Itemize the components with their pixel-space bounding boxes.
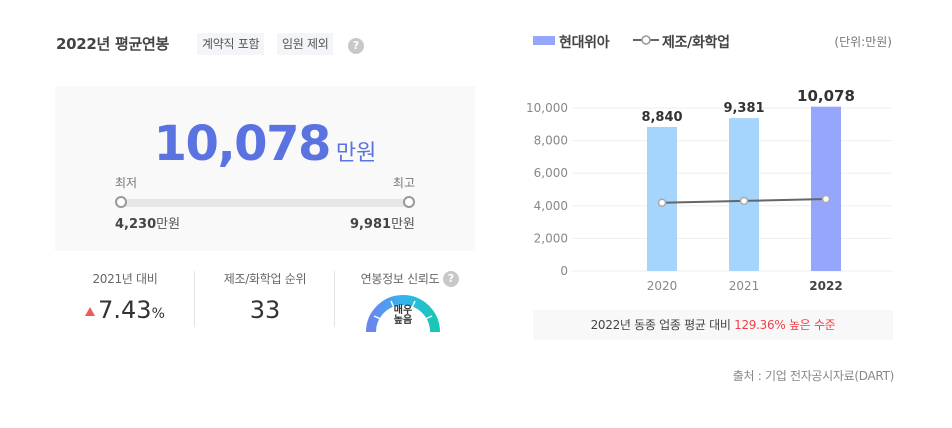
reliability-value-line1: 매우	[393, 305, 413, 316]
yoy-percent-sign: %	[151, 306, 165, 322]
reliability-label: 연봉정보 신뢰도	[360, 272, 440, 286]
summary-prefix: 2022년 동종 업종 평균 대비	[590, 318, 731, 332]
svg-text:4,000: 4,000	[534, 199, 568, 213]
min-label: 최저	[115, 176, 138, 190]
bar-2021	[729, 118, 759, 271]
rank-value: 33	[249, 296, 281, 324]
max-salary-unit: 만원	[391, 217, 415, 232]
unit-label: (단위:만원)	[834, 35, 892, 49]
svg-text:8,000: 8,000	[534, 134, 568, 148]
company-legend-swatch-icon	[533, 36, 555, 45]
reliability-value: 매우 높음	[380, 306, 426, 326]
page-title: 2022년 평균연봉	[56, 35, 169, 53]
svg-text:0: 0	[560, 264, 568, 278]
source-note: 출처 : 기업 전자공시자료(DART)	[732, 369, 895, 383]
svg-text:2022: 2022	[809, 279, 842, 293]
average-salary-unit: 만원	[335, 141, 377, 166]
legend-industry: 제조/화학업	[662, 35, 730, 51]
industry-legend-line-icon	[633, 35, 659, 45]
divider	[194, 271, 195, 327]
svg-text:10,078: 10,078	[797, 87, 855, 105]
max-marker-icon	[403, 196, 415, 208]
yoy-value: 7.43	[98, 296, 152, 324]
svg-text:10,000: 10,000	[526, 101, 568, 115]
help-icon[interactable]: ?	[348, 38, 364, 54]
bar-value-labels: 8,840 9,381 10,078	[641, 87, 855, 125]
yoy-label: 2021년 대비	[92, 272, 158, 286]
reliability-value-line2: 높음	[393, 315, 413, 326]
bar-2022	[811, 106, 841, 271]
min-salary-value: 4,230	[115, 217, 157, 232]
min-salary: 4,230만원	[115, 213, 180, 232]
summary-highlight: 129.36% 높은 수준	[734, 318, 836, 332]
svg-text:8,840: 8,840	[641, 110, 682, 125]
industry-comparison-summary: 2022년 동종 업종 평균 대비 129.36% 높은 수준	[533, 310, 893, 340]
tag-executive-excluded: 임원 제외	[277, 33, 334, 55]
min-marker-icon	[115, 196, 127, 208]
svg-text:2021: 2021	[729, 279, 760, 293]
average-salary-panel: 10,078 만원 최저 최고 4,230만원 9,981만원	[55, 86, 475, 251]
max-label: 최고	[392, 176, 415, 190]
max-salary: 9,981만원	[350, 213, 415, 232]
svg-text:2020: 2020	[647, 279, 678, 293]
average-salary: 10,078 만원	[55, 116, 475, 172]
yoy-change: 7.43%	[70, 296, 180, 324]
industry-line	[657, 194, 831, 207]
svg-text:9,381: 9,381	[723, 101, 764, 116]
salary-range-track	[119, 199, 411, 207]
reliability-gauge-icon	[366, 292, 440, 332]
reliability-help-icon[interactable]: ?	[443, 271, 459, 287]
svg-text:2,000: 2,000	[534, 231, 568, 245]
y-axis-ticks: 10,000 8,000 6,000 4,000 2,000 0	[526, 101, 568, 278]
min-salary-unit: 만원	[156, 217, 181, 232]
tag-contract-included: 계약직 포함	[197, 33, 265, 55]
up-triangle-icon	[85, 307, 96, 316]
average-salary-value: 10,078	[153, 116, 332, 172]
x-axis-labels: 2020 2021 2022	[647, 279, 843, 293]
company-bars	[647, 106, 841, 272]
max-salary-value: 9,981	[349, 217, 392, 232]
legend-company: 현대위아	[559, 35, 610, 51]
salary-chart: 10,000 8,000 6,000 4,000 2,000 0 8,840 9…	[526, 87, 892, 293]
rank-label: 제조/화학업 순위	[223, 272, 307, 286]
svg-text:6,000: 6,000	[534, 166, 568, 180]
divider	[334, 271, 335, 327]
